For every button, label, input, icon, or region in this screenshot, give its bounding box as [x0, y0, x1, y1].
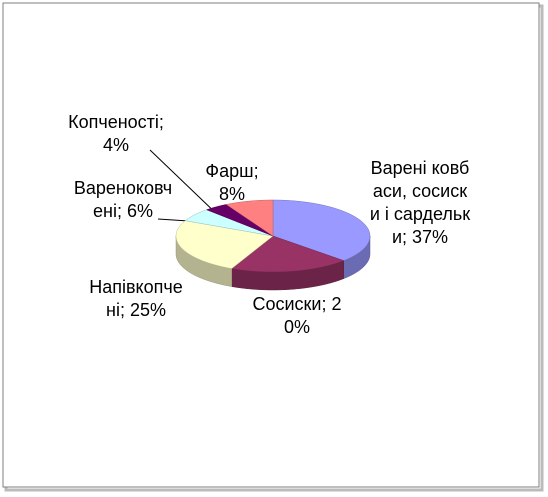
label-separator: ; [116, 201, 127, 221]
category-name: Сосиски [252, 294, 322, 314]
pie-slice [205, 204, 274, 237]
label-separator: ; [158, 112, 164, 132]
leader-line [149, 149, 223, 220]
pie-slice [231, 235, 345, 273]
label-separator: ; [321, 294, 332, 314]
value-label: 8% [218, 184, 245, 204]
data-label: Фарш; 8% [196, 160, 268, 206]
data-label: Вареноковчені; 6% [72, 177, 174, 223]
value-label: 6% [126, 201, 153, 221]
value-label: 4% [102, 135, 129, 155]
category-name: Напівкопчені [89, 277, 183, 320]
data-label: Напівкопчені; 25% [86, 276, 186, 322]
pie-slice [225, 199, 274, 237]
data-label: Варені ковбаси, сосиски і сардельки; 37% [368, 157, 472, 249]
pie-slice [184, 209, 274, 237]
data-label: Сосиски; 20% [244, 293, 350, 339]
category-name: Фарш [205, 161, 254, 181]
pie-slice [272, 199, 371, 261]
value-label: 25% [129, 300, 166, 320]
label-separator: ; [119, 300, 130, 320]
category-name: Вареноковчені [73, 178, 173, 221]
data-label: Копченості; 4% [64, 111, 168, 157]
label-separator: ; [402, 227, 413, 247]
pie-slice [175, 220, 274, 269]
value-label: 37% [412, 227, 449, 247]
category-name: Варені ковбаси, сосиски і сардельки [369, 158, 471, 247]
label-separator: ; [253, 161, 259, 181]
category-name: Копченості [68, 112, 159, 132]
value-label: 20% [283, 294, 342, 337]
